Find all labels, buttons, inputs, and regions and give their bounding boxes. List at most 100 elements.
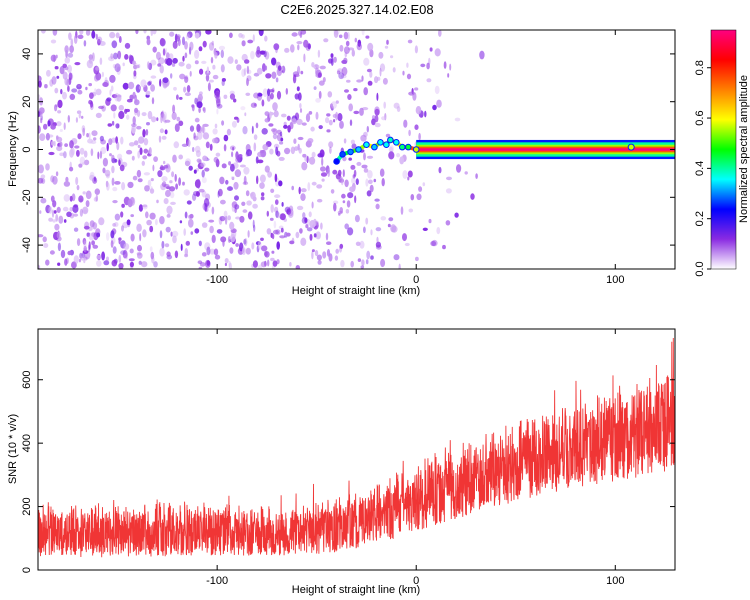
noise-blob <box>271 57 277 66</box>
noise-blob <box>111 165 115 174</box>
noise-blob <box>172 154 177 163</box>
noise-blob <box>230 163 235 172</box>
noise-blob <box>63 194 70 202</box>
noise-blob <box>212 74 219 80</box>
noise-blob <box>166 58 173 66</box>
noise-blob <box>325 117 330 124</box>
noise-blob <box>355 241 361 246</box>
noise-blob <box>344 89 349 93</box>
noise-blob <box>128 54 132 62</box>
noise-blob <box>137 178 143 183</box>
signal-point <box>347 148 354 156</box>
noise-blob <box>314 220 319 226</box>
noise-blob <box>275 199 279 205</box>
noise-blob <box>242 181 249 186</box>
noise-blob <box>223 210 228 218</box>
noise-blob <box>114 213 121 221</box>
noise-blob <box>138 86 141 90</box>
noise-blob <box>328 253 333 262</box>
noise-blob <box>82 127 85 137</box>
noise-blob <box>62 91 67 100</box>
noise-blob <box>243 238 247 245</box>
noise-blob <box>351 49 355 57</box>
noise-blob <box>374 122 381 128</box>
noise-blob <box>111 120 115 126</box>
noise-blob <box>84 256 88 261</box>
noise-blob <box>86 232 91 237</box>
noise-blob <box>363 87 369 96</box>
noise-blob <box>400 206 404 215</box>
noise-blob <box>71 261 77 269</box>
x-tick-label: -100 <box>206 274 228 286</box>
noise-blob <box>171 111 177 121</box>
noise-blob <box>165 52 170 59</box>
noise-blob <box>317 49 321 58</box>
noise-blob <box>51 141 55 146</box>
noise-blob <box>264 111 270 116</box>
noise-blob <box>345 209 350 214</box>
noise-blob <box>175 183 179 190</box>
noise-blob <box>271 250 275 254</box>
noise-blob <box>158 57 165 65</box>
noise-blob <box>158 135 162 143</box>
noise-blob <box>120 136 124 145</box>
noise-blob <box>95 66 100 71</box>
noise-blob <box>57 99 63 109</box>
noise-blob <box>342 169 345 178</box>
noise-blob <box>393 254 400 261</box>
noise-blob <box>228 161 232 166</box>
noise-blob <box>73 227 79 232</box>
noise-blob <box>137 63 141 69</box>
noise-blob <box>340 259 345 268</box>
noise-blob <box>260 237 264 241</box>
noise-blob <box>252 34 255 42</box>
noise-blob <box>308 211 312 218</box>
noise-blob <box>71 88 78 93</box>
noise-blob <box>122 249 128 259</box>
noise-blob <box>339 120 344 129</box>
y-tick-label: 600 <box>21 371 33 389</box>
noise-blob <box>366 190 372 197</box>
spectrogram-x-axis: -100 0 100 <box>206 30 624 286</box>
noise-blob <box>110 230 115 239</box>
noise-blob <box>443 61 447 69</box>
noise-blob <box>234 59 238 64</box>
noise-blob <box>335 111 339 121</box>
noise-blob <box>244 59 250 64</box>
noise-blob <box>56 206 61 213</box>
noise-blob <box>194 179 201 189</box>
noise-blob <box>69 166 74 172</box>
noise-blob <box>333 30 339 38</box>
noise-blob <box>150 59 157 66</box>
noise-blob <box>220 64 225 73</box>
noise-blob <box>89 92 94 99</box>
noise-blob <box>347 47 355 51</box>
y-tick-label: -40 <box>21 237 33 253</box>
noise-blob <box>209 248 216 255</box>
noise-blob <box>122 82 129 90</box>
noise-blob <box>361 30 365 36</box>
noise-blob <box>365 35 370 39</box>
noise-blob <box>257 67 263 75</box>
noise-blob <box>212 128 218 135</box>
noise-blob <box>229 32 233 39</box>
noise-blob <box>119 164 125 172</box>
noise-blob <box>375 241 381 248</box>
noise-blob <box>224 262 227 267</box>
noise-blob <box>214 254 221 260</box>
noise-blob <box>449 63 452 71</box>
noise-blob <box>257 264 263 269</box>
noise-blob <box>278 180 283 187</box>
noise-blob <box>81 115 84 119</box>
noise-blob <box>242 209 248 213</box>
noise-blob <box>104 169 111 177</box>
noise-blob <box>216 108 219 115</box>
noise-blob <box>202 107 205 112</box>
noise-blob <box>161 110 164 119</box>
noise-blob <box>253 134 258 140</box>
noise-blob <box>274 173 278 183</box>
noise-blob <box>143 172 150 176</box>
noise-blob <box>156 199 159 204</box>
noise-blob <box>99 135 104 142</box>
noise-blob <box>111 137 116 143</box>
